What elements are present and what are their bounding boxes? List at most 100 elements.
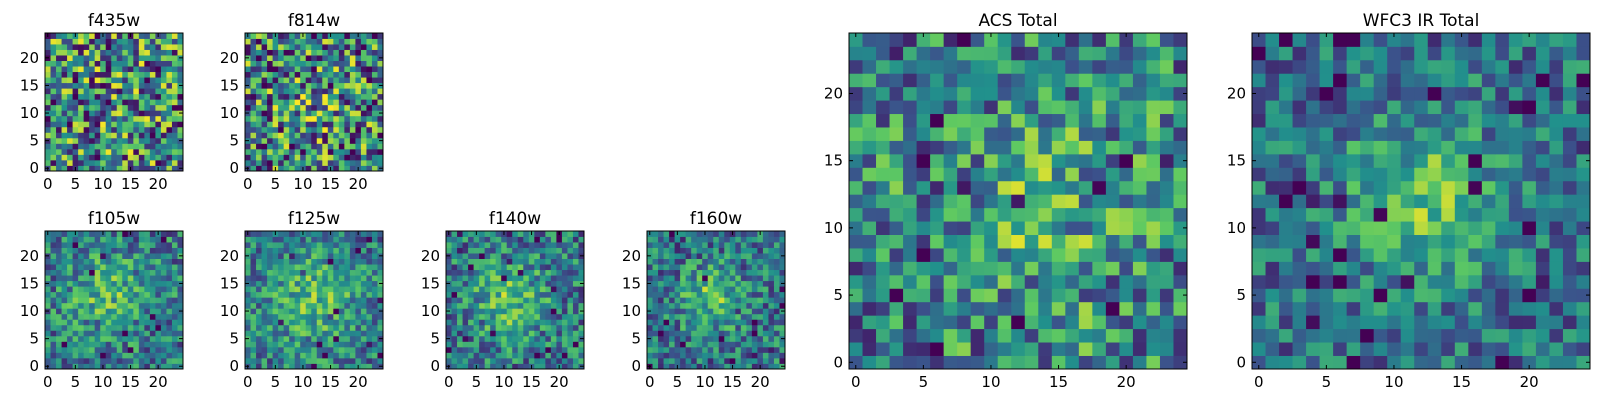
heatmap-cell — [272, 335, 279, 342]
heatmap-cell — [261, 148, 268, 155]
heatmap-cell — [50, 330, 57, 337]
heatmap-cell — [250, 324, 257, 331]
heatmap-cell — [138, 286, 145, 293]
heatmap-cell — [757, 258, 764, 265]
heatmap-cell — [78, 104, 85, 111]
heatmap-cell — [349, 346, 356, 353]
heatmap-cell — [250, 258, 257, 265]
heatmap-cell — [773, 291, 780, 298]
heatmap-cell — [473, 236, 480, 243]
heatmap-cell — [160, 93, 167, 100]
heatmap-cell — [702, 297, 709, 304]
heatmap-cell — [473, 291, 480, 298]
heatmap-cell — [67, 143, 73, 150]
heatmap-cell — [1427, 248, 1442, 262]
heatmap-cell — [333, 231, 340, 237]
heatmap-cell — [133, 264, 140, 271]
heatmap-cell — [133, 242, 140, 248]
heatmap-cell — [256, 275, 262, 282]
heatmap-cell — [349, 71, 356, 78]
heatmap-cell — [468, 302, 474, 309]
heatmap-cell — [556, 258, 563, 265]
heatmap-cell — [89, 110, 96, 117]
heatmap-cell — [371, 346, 378, 353]
heatmap-cell — [930, 73, 945, 88]
heatmap-cell — [289, 258, 296, 265]
heatmap-cell — [360, 286, 367, 293]
heatmap-cell — [702, 247, 709, 254]
heatmap-cell — [366, 335, 373, 342]
heatmap-cell — [305, 341, 312, 348]
heatmap-cell — [171, 132, 178, 139]
heatmap-cells — [45, 33, 184, 172]
heatmap-cell — [338, 154, 345, 161]
heatmap-cell — [674, 346, 681, 353]
heatmap-cell — [1146, 221, 1161, 235]
heatmap-cell — [1360, 207, 1375, 222]
heatmap-cell — [578, 324, 585, 331]
heatmap-cell — [149, 159, 156, 166]
heatmap-cell — [1454, 180, 1469, 195]
heatmap-cell — [338, 363, 345, 370]
heatmap-cell — [724, 335, 731, 342]
heatmap-cell — [294, 115, 301, 122]
heatmap-cell — [272, 110, 279, 117]
heatmap-cell — [45, 154, 51, 161]
heatmap-cell — [696, 302, 703, 309]
heatmap-cell — [256, 159, 262, 166]
heatmap-cell — [658, 319, 664, 326]
heatmap-cell — [1159, 261, 1174, 276]
heatmap-cell — [779, 242, 786, 248]
heatmap-cell — [89, 71, 96, 78]
heatmap-cell — [1508, 288, 1523, 303]
heatmap-cell — [652, 275, 659, 282]
heatmap-cell — [177, 357, 184, 364]
heatmap-cell — [311, 44, 318, 50]
heatmap-cell — [735, 319, 742, 326]
heatmap-cell — [740, 357, 747, 364]
heatmap-cell — [278, 286, 285, 293]
heatmap-cell — [144, 154, 151, 161]
heatmap-cell — [50, 143, 57, 150]
heatmap-cell — [757, 280, 764, 287]
heatmap-cell — [490, 286, 497, 293]
heatmap-cell — [67, 159, 73, 166]
heatmap-cell — [1132, 180, 1147, 195]
heatmap-cell — [50, 38, 57, 45]
heatmap-cell — [72, 236, 79, 243]
heatmap-cell — [305, 38, 312, 45]
heatmap-cell — [127, 82, 134, 89]
heatmap-cell — [245, 286, 251, 293]
heatmap-cell — [272, 313, 279, 320]
heatmap-cell — [1373, 261, 1388, 276]
heatmap-cell — [322, 231, 329, 237]
heatmap-cell — [889, 140, 904, 155]
heatmap-cell — [305, 269, 312, 276]
heatmap-cell — [283, 324, 290, 331]
heatmap-cell — [970, 248, 985, 262]
heatmap-cell — [1265, 207, 1280, 222]
heatmap-cell — [685, 269, 692, 276]
heatmap-cell — [305, 264, 312, 271]
heatmap-cell — [116, 242, 123, 248]
heatmap-cell — [957, 355, 972, 370]
heatmap-cell — [360, 38, 367, 45]
heatmap-cell — [751, 352, 758, 359]
heatmap-cell — [72, 110, 79, 117]
heatmap-cell — [149, 132, 156, 139]
heatmap-cell — [105, 357, 112, 364]
heatmap-cell — [718, 308, 725, 315]
heatmap-cell — [171, 308, 178, 315]
heatmap-cell — [261, 313, 268, 320]
heatmap-cell — [160, 115, 167, 122]
heatmap-cell — [56, 99, 62, 106]
heatmap-cell — [133, 148, 140, 155]
heatmap-cell — [138, 341, 145, 348]
heatmap-cell — [177, 313, 184, 320]
heatmap-cell — [473, 242, 480, 248]
heatmap-cell — [67, 363, 73, 370]
heatmap-cell — [997, 221, 1012, 235]
heatmap-cell — [479, 357, 486, 364]
heatmap-cell — [1535, 315, 1550, 330]
heatmap-cell — [105, 313, 112, 320]
